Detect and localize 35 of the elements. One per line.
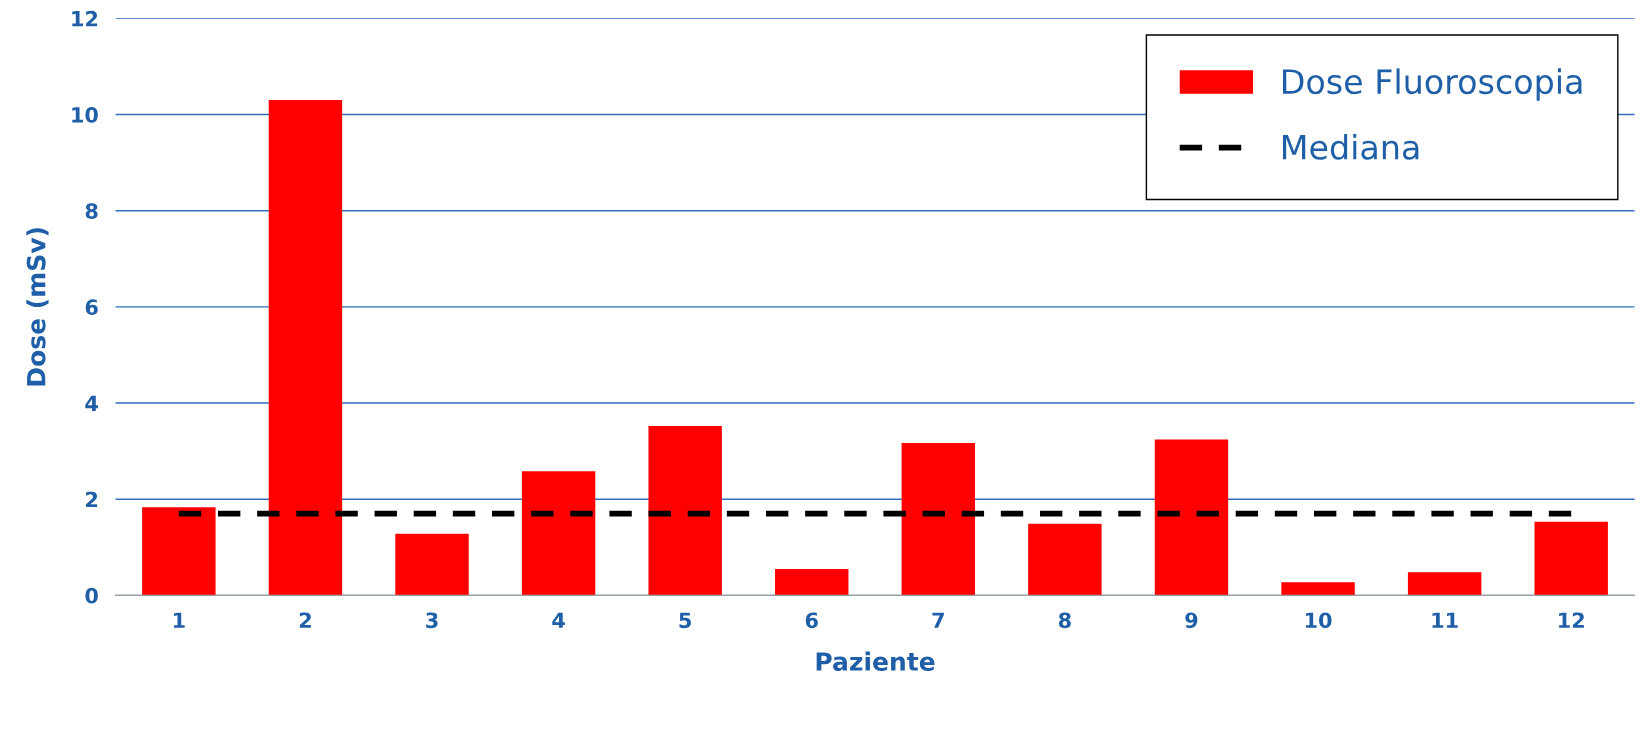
- bar: [395, 533, 469, 596]
- x-axis-title: Paziente: [816, 651, 935, 671]
- x-tick-label: 4: [552, 612, 565, 628]
- y-tick-label: 0: [85, 587, 98, 604]
- bar: [648, 426, 722, 596]
- x-tick-label: 1: [173, 612, 185, 628]
- bar: [775, 568, 849, 596]
- x-tick-label: 9: [1185, 612, 1198, 629]
- bar: [1154, 439, 1229, 596]
- x-tick-label: 5: [679, 612, 691, 629]
- legend-label: Dose Fluoroscopia: [1282, 68, 1582, 101]
- x-tick-label: 6: [805, 612, 818, 629]
- bar: [1281, 582, 1355, 596]
- x-tick-label: 10: [1305, 612, 1332, 629]
- y-tick-label: 12: [72, 10, 98, 27]
- y-tick-label: 10: [72, 106, 98, 123]
- x-tick-label: 12: [1559, 612, 1584, 628]
- y-tick-label: 2: [86, 491, 98, 508]
- bar: [1534, 521, 1608, 596]
- legend-label: Mediana: [1282, 133, 1419, 160]
- x-tick-label: 11: [1432, 612, 1458, 628]
- bar: [1028, 523, 1102, 596]
- bar: [901, 442, 976, 596]
- x-tick-label: 7: [932, 612, 944, 628]
- y-axis-title: Dose (mSv): [26, 228, 49, 386]
- y-tick-label: 6: [85, 299, 98, 316]
- y-tick-label: 8: [85, 203, 98, 219]
- bar: [1407, 572, 1482, 596]
- bar: [142, 507, 216, 596]
- bar: [521, 471, 596, 596]
- x-tick-label: 2: [299, 612, 311, 628]
- y-tick-label: 4: [85, 395, 98, 411]
- x-tick-label: 8: [1058, 612, 1071, 629]
- bar: [268, 100, 343, 596]
- x-tick-label: 3: [426, 612, 438, 629]
